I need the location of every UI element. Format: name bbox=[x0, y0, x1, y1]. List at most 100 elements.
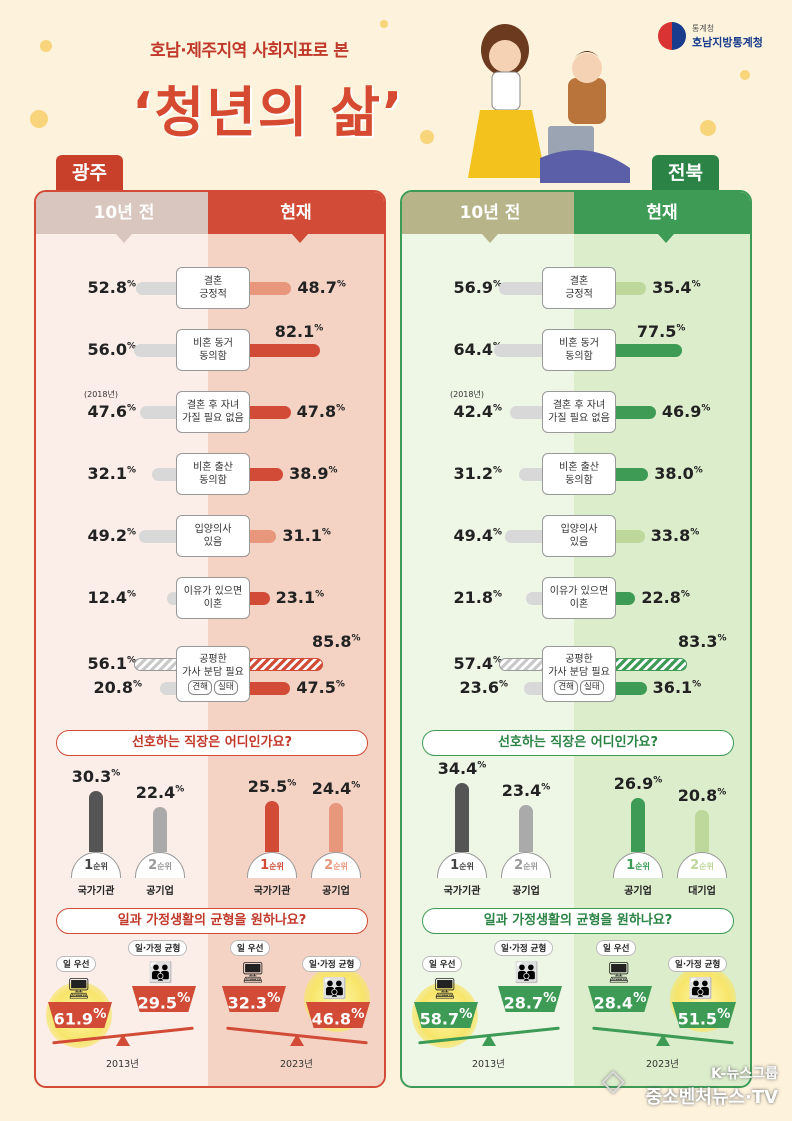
basket-work-life-balance: 29.5% bbox=[132, 986, 196, 1012]
year-label: 2023년 bbox=[646, 1059, 679, 1070]
bar-previous bbox=[510, 406, 552, 419]
bar-current bbox=[606, 468, 649, 481]
percent-sign: % bbox=[314, 323, 324, 334]
basket-work-life-balance: 46.8% bbox=[306, 1002, 370, 1028]
tag-fact: 실태 bbox=[214, 680, 238, 695]
rank-number: 2 bbox=[690, 858, 700, 873]
column-header-current: 현재 bbox=[208, 192, 384, 234]
value-current-view-number: 83.3 bbox=[678, 632, 718, 651]
value-current-number: 48.7 bbox=[297, 278, 337, 297]
indicator-label: 입양의사 있음 bbox=[176, 515, 250, 557]
rank-suffix: 순위 bbox=[333, 862, 348, 871]
rank-badge: 1순위 bbox=[71, 852, 121, 878]
rank-suffix: 순위 bbox=[269, 862, 284, 871]
job-category: 대기업 bbox=[688, 886, 716, 897]
value-previous: 49.2% bbox=[87, 526, 136, 545]
bar-previous bbox=[504, 530, 552, 543]
job-category: 공기업 bbox=[322, 886, 350, 897]
percent-sign: % bbox=[492, 279, 502, 290]
value-previous-number: 49.2 bbox=[87, 526, 127, 545]
computer-desk-icon: 🖥 bbox=[66, 976, 92, 1000]
basket-work-life-balance: 28.7% bbox=[498, 986, 562, 1012]
agency-logo: 통계청 호남지방통계청 bbox=[658, 22, 763, 50]
job-percent: 24.4% bbox=[306, 779, 366, 798]
value-current-number: 31.1 bbox=[282, 526, 322, 545]
header-subtitle: 호남·제주지역 사회지표로 본 bbox=[150, 41, 349, 61]
value-current: 48.7% bbox=[297, 278, 346, 297]
indicator-row: 64.4% 비혼 동거 동의함 77.5% bbox=[402, 322, 750, 374]
value-current-fact: 36.1% bbox=[653, 678, 702, 697]
bar-previous bbox=[493, 344, 552, 357]
label-work-first: 일 우선 bbox=[596, 940, 637, 956]
rank-number: 2 bbox=[148, 858, 158, 873]
value-previous-number: 56.9 bbox=[453, 278, 493, 297]
value-current-view: 85.8% bbox=[312, 632, 361, 651]
bar-current bbox=[606, 282, 647, 295]
region-tab-jeonbuk: 전북 bbox=[652, 155, 719, 191]
column-caret-prev bbox=[482, 234, 498, 243]
indicator-label: 비혼 동거 동의함 bbox=[176, 329, 250, 371]
label-work-life-balance: 일·가정 균형 bbox=[494, 940, 554, 956]
percent-sign: % bbox=[692, 679, 702, 690]
job-tube bbox=[329, 803, 343, 852]
diamond-watermark-icon: ◇ bbox=[601, 1063, 625, 1098]
value-previous-number: 31.2 bbox=[453, 464, 493, 483]
percent-sign: % bbox=[177, 991, 191, 1006]
value-previous-fact: 20.8% bbox=[93, 678, 142, 697]
percent-sign: % bbox=[126, 279, 136, 290]
indicator-label: 비혼 출산 동의함 bbox=[176, 453, 250, 495]
value-current: 31.1% bbox=[282, 526, 331, 545]
bar-current bbox=[606, 344, 682, 357]
indicator-row: (2018년) 47.6% 결혼 후 자녀 가질 필요 없음 47.8% bbox=[36, 388, 384, 436]
percent-sign: % bbox=[287, 778, 297, 789]
value-current: 46.9% bbox=[662, 402, 711, 421]
percent-sign: % bbox=[701, 403, 711, 414]
basket-work-life-balance: 51.5% bbox=[672, 1002, 736, 1028]
job-tube bbox=[519, 805, 533, 852]
watermark-line2: 중소벤처뉴스·TV bbox=[645, 1087, 778, 1108]
bar-current bbox=[240, 406, 291, 419]
job-category: 공기업 bbox=[624, 886, 652, 897]
job-category: 국가기관 bbox=[253, 886, 291, 897]
bar-current bbox=[240, 282, 292, 295]
value-previous: 47.6% bbox=[87, 402, 136, 421]
rank-number: 2 bbox=[514, 858, 524, 873]
percent-sign: % bbox=[676, 323, 686, 334]
column-header-10-years-ago: 10년 전 bbox=[36, 192, 212, 234]
family-icon: 👪 bbox=[148, 960, 173, 984]
value-previous-view-number: 56.1 bbox=[87, 654, 127, 673]
value-current: 38.9% bbox=[289, 464, 338, 483]
bar-current-fact bbox=[240, 682, 291, 695]
label-work-first: 일 우선 bbox=[422, 956, 463, 972]
work-first-value: 61.9 bbox=[53, 1009, 94, 1029]
percent-sign: % bbox=[126, 341, 136, 352]
percent-sign: % bbox=[633, 991, 647, 1006]
percent-sign: % bbox=[126, 527, 136, 538]
percent-sign: % bbox=[351, 780, 361, 791]
job-percent: 23.4% bbox=[496, 781, 556, 800]
family-icon: 👪 bbox=[322, 976, 347, 1000]
rank-suffix: 순위 bbox=[699, 862, 714, 871]
percent-sign: % bbox=[328, 465, 338, 476]
value-previous-number: 64.4 bbox=[453, 340, 493, 359]
question-work-life-balance: 일과 가정생활의 균형을 원하나요? bbox=[422, 908, 734, 934]
value-previous-number: 32.1 bbox=[87, 464, 127, 483]
watermark: ◇ K-뉴스그룹 중소벤처뉴스·TV bbox=[602, 1063, 778, 1109]
year-label: 2023년 bbox=[280, 1059, 313, 1070]
job-category: 공기업 bbox=[512, 886, 540, 897]
region-panel-gwangju: 10년 전 현재 52.8% 결혼 긍정적 48.7% 56.0% 비혼 동거 동의함 82.… bbox=[34, 190, 386, 1088]
value-current-view-number: 85.8 bbox=[312, 632, 352, 651]
value-current: 77.5% bbox=[637, 322, 686, 341]
computer-desk-icon: 🖥 bbox=[240, 960, 266, 984]
rank-number: 1 bbox=[450, 858, 460, 873]
rank-badge: 2순위 bbox=[135, 852, 185, 878]
rank-badge: 2순위 bbox=[501, 852, 551, 878]
column-caret-now bbox=[658, 234, 674, 243]
value-previous: 42.4% bbox=[453, 402, 502, 421]
illustration-young-people bbox=[468, 24, 630, 183]
percent-sign: % bbox=[336, 403, 346, 414]
column-header-current: 현재 bbox=[574, 192, 750, 234]
value-current-fact-number: 36.1 bbox=[652, 678, 693, 697]
percent-sign: % bbox=[717, 633, 727, 644]
decor-dot bbox=[30, 110, 48, 128]
